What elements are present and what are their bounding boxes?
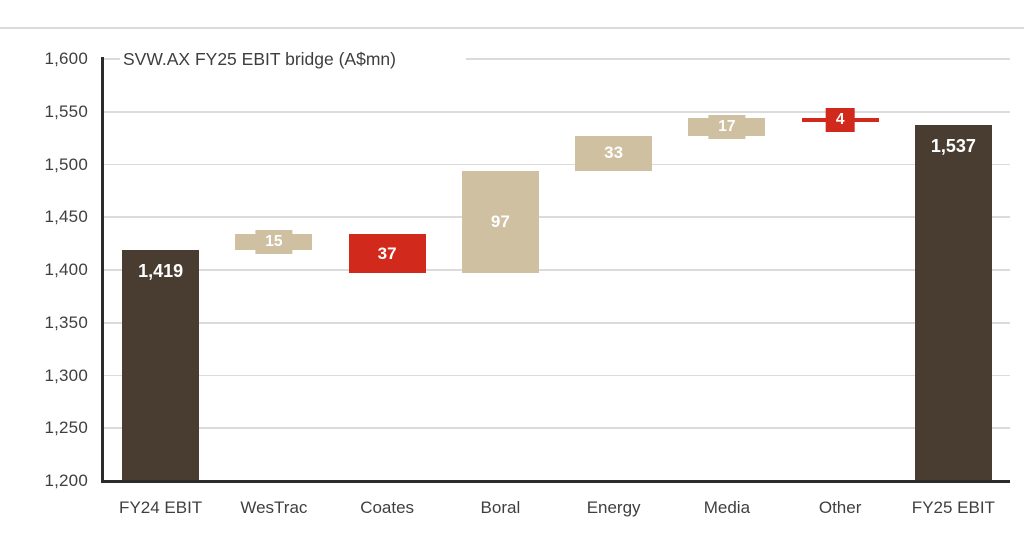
gridline-1450 — [104, 216, 1010, 219]
y-axis-tick-label: 1,200 — [44, 471, 88, 490]
bar-value-label-other: 4 — [825, 108, 855, 133]
gridline-1500 — [104, 163, 1010, 166]
chart-title: SVW.AX FY25 EBIT bridge (A$mn) — [120, 47, 466, 72]
x-axis-category-label-media: Media — [703, 498, 751, 517]
x-axis-category-label-westrac: WesTrac — [240, 498, 308, 517]
bar-value-label-westrac: 15 — [255, 230, 293, 255]
y-axis-tick-label: 1,500 — [44, 154, 88, 174]
x-axis-category-label-energy: Energy — [586, 498, 641, 517]
x-axis-category-label-boral: Boral — [480, 498, 521, 517]
bar-fy25-ebit — [914, 125, 992, 481]
bar-value-label-boral: 97 — [490, 211, 510, 231]
bar-value-label-fy25-ebit: 1,537 — [930, 136, 976, 157]
bar-energy — [575, 136, 653, 171]
y-axis-tick-label: 1,300 — [44, 365, 88, 385]
gridline-1350 — [104, 321, 1010, 324]
bar-value-label-coates: 37 — [377, 243, 397, 263]
y-axis-line — [101, 57, 104, 483]
gridline-1250 — [104, 427, 1010, 430]
bar-value-label-energy: 33 — [604, 143, 624, 163]
y-axis-tick-label: 1,400 — [44, 260, 88, 279]
x-axis-category-label-other: Other — [818, 498, 862, 517]
gridline-1600 — [104, 58, 1010, 60]
gridline-1300 — [104, 374, 1010, 377]
x-axis-category-label-coates: Coates — [360, 498, 415, 517]
bar-value-label-fy24-ebit: 1,419 — [138, 260, 184, 281]
y-axis-tick-label: 1,600 — [44, 49, 88, 68]
bar-coates — [348, 234, 426, 274]
bar-boral — [461, 170, 539, 274]
gridline-1400 — [104, 269, 1010, 271]
bar-fy24-ebit — [122, 249, 200, 481]
y-axis-tick-label: 1,350 — [44, 312, 88, 332]
x-axis-category-label-fy25-ebit: FY25 EBIT — [911, 498, 995, 517]
y-axis-tick-label: 1,450 — [44, 207, 88, 227]
y-axis-tick-label: 1,250 — [44, 418, 88, 438]
y-axis-tick-label: 1,550 — [44, 101, 88, 121]
bar-value-label-media: 17 — [708, 115, 746, 140]
x-axis-category-label-fy24-ebit: FY24 EBIT — [119, 498, 203, 517]
x-axis-line — [101, 480, 1010, 483]
top-separator-line — [0, 27, 1024, 29]
gridline-1550 — [104, 110, 1010, 113]
